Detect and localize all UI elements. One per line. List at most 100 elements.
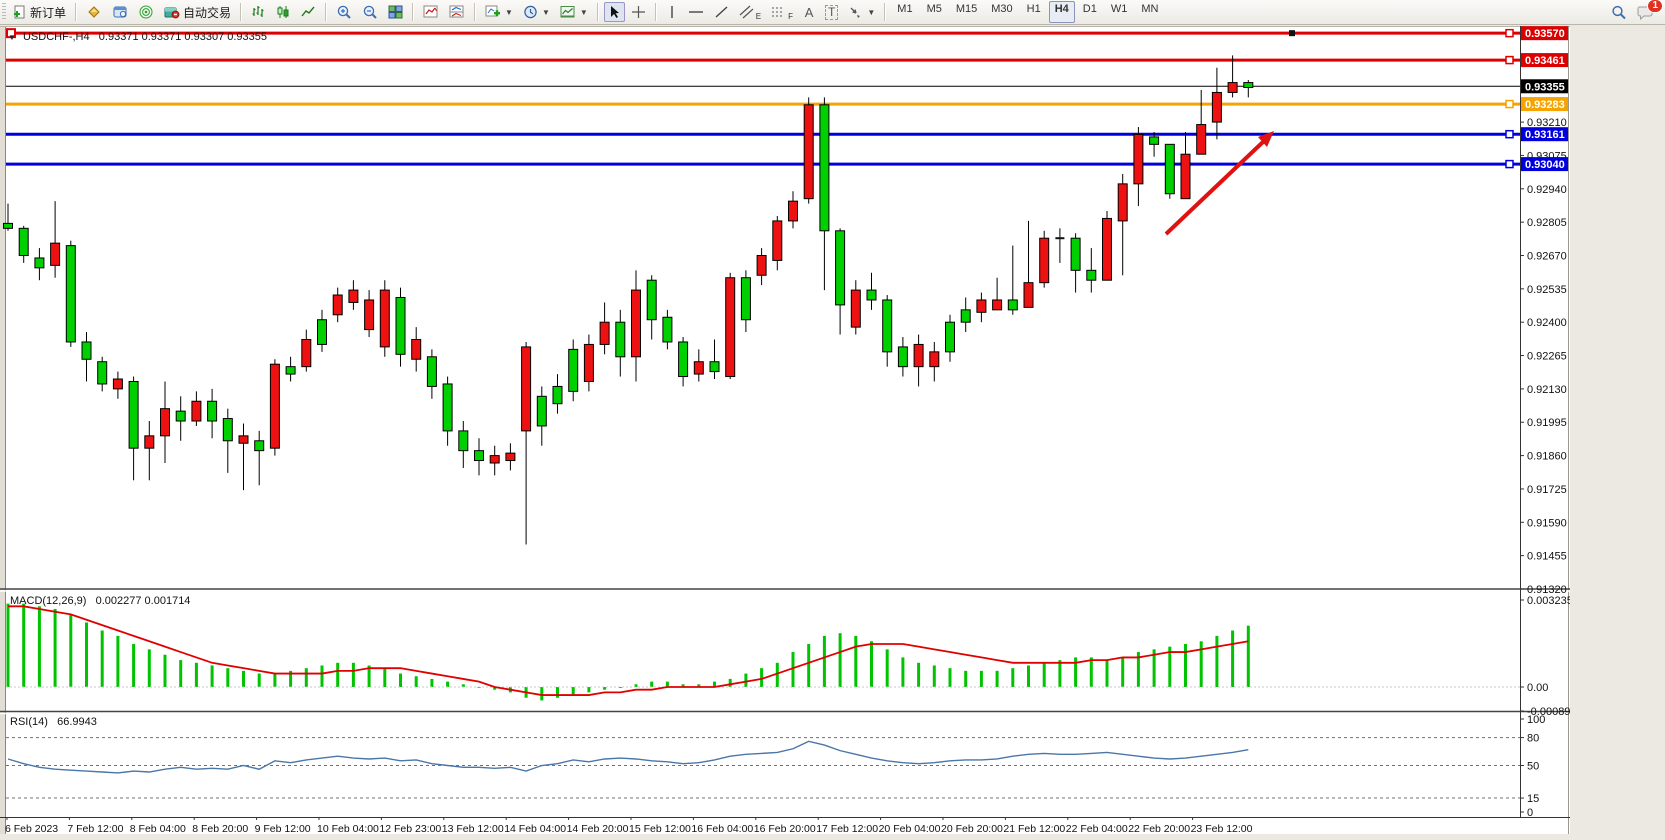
vertical-line-tool-button[interactable] — [662, 2, 682, 22]
candle-body — [693, 361, 704, 375]
macd-histogram-bar — [53, 609, 57, 687]
bar-chart-mode-button[interactable] — [247, 2, 270, 22]
zoom-out-icon — [363, 5, 377, 19]
macd-histogram-bar — [822, 635, 826, 687]
crosshair-tool-button[interactable] — [627, 2, 650, 22]
timeframe-m15[interactable]: M15 — [955, 3, 978, 15]
line-handle-left[interactable] — [6, 28, 16, 39]
macd-histogram-bar — [430, 678, 434, 687]
candle-body — [615, 321, 626, 358]
signal-button[interactable] — [134, 2, 158, 22]
line-handle[interactable] — [1505, 159, 1514, 169]
data-window-button[interactable] — [108, 2, 132, 22]
macd-histogram-bar — [634, 684, 638, 687]
candle-body — [631, 289, 641, 358]
trend-arrow-line[interactable] — [1164, 139, 1266, 236]
toolbar-grip[interactable] — [2, 3, 6, 21]
candle-body — [1243, 82, 1254, 89]
candle-body — [1196, 124, 1207, 155]
line-anchor[interactable] — [1289, 30, 1295, 37]
candle-body — [411, 338, 422, 360]
macd-histogram-bar — [540, 687, 544, 701]
autotrade-button[interactable]: 自动交易 — [160, 2, 235, 22]
timeframe-m1[interactable]: M1 — [897, 3, 913, 15]
new-order-icon — [14, 5, 25, 19]
candle-body — [835, 230, 846, 306]
macd-histogram-bar — [571, 687, 575, 696]
macd-histogram-bar — [650, 681, 654, 687]
indicator-window-button[interactable] — [445, 2, 469, 22]
cursor-tool-button[interactable] — [603, 2, 625, 22]
timeframe-mn[interactable]: MN — [1141, 3, 1159, 15]
toolbar-separator — [596, 3, 599, 21]
macd-histogram-bar — [100, 630, 104, 687]
chart-canvas[interactable]: 0.932100.930750.929400.928050.926700.925… — [0, 26, 1570, 834]
price-badge-label: 0.93355 — [1525, 81, 1565, 93]
macd-histogram-bar — [147, 649, 151, 687]
line-chart-mode-button[interactable] — [297, 2, 320, 22]
search-button[interactable] — [1607, 2, 1631, 22]
market-watch-button[interactable] — [82, 2, 106, 22]
candle-body — [144, 435, 155, 449]
macd-histogram-bar — [1184, 643, 1187, 687]
candle-body — [1023, 282, 1034, 308]
trend-arrow-head[interactable] — [1258, 131, 1274, 147]
time-axis-label: 21 Feb 12:00 — [1003, 823, 1065, 834]
candle-body — [1133, 133, 1144, 185]
timeframe-w1[interactable]: W1 — [1110, 3, 1128, 15]
autotrade-icon — [164, 7, 180, 19]
macd-histogram-bar — [1058, 660, 1062, 687]
trendline-tool-button[interactable] — [710, 2, 733, 22]
arrows-tool-button[interactable]: ▼ — [844, 2, 879, 22]
candle-body — [646, 279, 657, 321]
new-chart-button[interactable]: ▼ — [481, 2, 517, 22]
clock-icon — [524, 5, 537, 19]
candle-body — [332, 294, 343, 316]
timeframe-m5[interactable]: M5 — [926, 3, 942, 15]
candle-body — [882, 299, 893, 353]
tile-windows-button[interactable] — [384, 2, 407, 22]
toolbar-separator — [325, 3, 328, 21]
fibonacci-tool-button[interactable]: F — [767, 2, 797, 22]
zoom-out-button[interactable] — [358, 2, 382, 22]
timeframe-h4[interactable]: H4 — [1048, 1, 1075, 23]
candlestick-mode-button[interactable] — [272, 2, 295, 22]
horizontal-line-tool-button[interactable] — [684, 2, 708, 22]
chart-background[interactable] — [0, 26, 1570, 834]
blue-window-icon — [113, 6, 127, 18]
template-icon — [560, 6, 575, 18]
candle-body — [269, 363, 280, 449]
timeframe-m30[interactable]: M30 — [991, 3, 1013, 15]
time-axis-label: 20 Feb 20:00 — [941, 823, 1003, 834]
text-label-tool-button[interactable]: T — [821, 2, 842, 22]
line-handle[interactable] — [1505, 99, 1514, 109]
templates-button[interactable]: ▼ — [556, 2, 592, 22]
macd-histogram-bar — [760, 668, 764, 687]
text-tool-button[interactable]: A — [799, 2, 819, 22]
cursor-icon — [610, 6, 619, 18]
new-order-button[interactable]: 新订单 — [9, 2, 70, 22]
window-left-strip — [0, 26, 5, 834]
channel-tool-button[interactable]: E — [735, 2, 765, 22]
timeframe-h1[interactable]: H1 — [1026, 3, 1041, 15]
zoom-in-button[interactable] — [332, 2, 356, 22]
price-badge — [1521, 157, 1568, 172]
line-handle[interactable] — [1505, 55, 1514, 65]
candle-body — [756, 254, 767, 276]
price-tick-label: 0.92400 — [1527, 317, 1567, 329]
notification-badge: 1 — [1647, 0, 1663, 13]
profiles-button[interactable]: ▼ — [519, 2, 554, 22]
crosshair-icon — [631, 6, 645, 18]
candle-body — [65, 245, 76, 343]
line-handle[interactable] — [1505, 129, 1514, 139]
price-badge-label: 0.93040 — [1525, 159, 1565, 171]
price-badge-label: 0.93161 — [1525, 129, 1565, 141]
macd-histogram-bar — [414, 676, 418, 687]
notifications-button[interactable]: 1 — [1633, 0, 1663, 22]
timeframe-d1[interactable]: D1 — [1082, 3, 1097, 15]
candle-body — [191, 400, 202, 422]
line-handle[interactable] — [1505, 28, 1514, 38]
indicators-button[interactable] — [419, 2, 443, 22]
new-order-label: 新订单 — [30, 5, 67, 20]
candle-body — [81, 341, 92, 360]
